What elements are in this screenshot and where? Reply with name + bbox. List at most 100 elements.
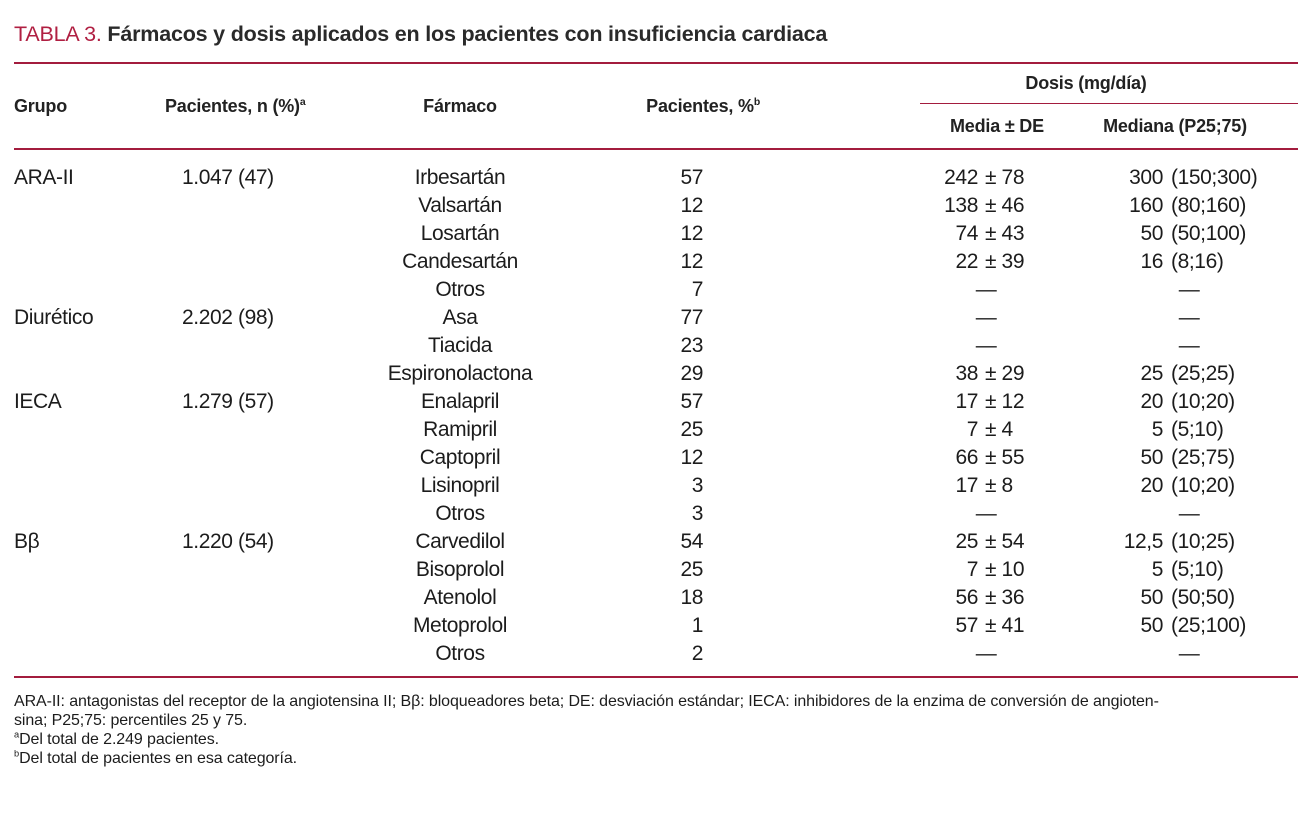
dose-value-left: 50: [1140, 222, 1163, 245]
dose-value-right: ± 12: [985, 390, 1025, 413]
cell-grupo: IECA: [14, 390, 62, 413]
header-pacientes-n: Pacientes, n (%)a: [154, 64, 350, 148]
dose-value-left: 160: [1129, 194, 1163, 217]
dose-value-left: 38: [955, 362, 978, 385]
footnote-line: ARA-II: antagonistas del receptor de la …: [14, 693, 1159, 710]
dose-value-right: (25;100): [1171, 614, 1247, 637]
dose-value-left: 17: [955, 474, 978, 497]
dose-value-right: ± 46: [985, 194, 1025, 217]
dose-value-left: 300: [1129, 166, 1163, 189]
dose-value-right: ± 36: [985, 586, 1025, 609]
dose-value-right: ± 39: [985, 250, 1025, 273]
footnote-line: sina; P25;75: percentiles 25 y 75.: [14, 712, 248, 729]
dose-value-left: 25: [955, 530, 978, 553]
table-footnotes: ARA-II: antagonistas del receptor de la …: [14, 692, 1298, 768]
cell-mediana-dosis: —: [1178, 502, 1200, 525]
cell-media-dosis: 7 ± 4: [920, 418, 1052, 442]
cell-media-dosis: 56 ± 36: [920, 586, 1052, 610]
dose-value-left: 20: [1140, 474, 1163, 497]
cell-grupo: Bβ: [14, 530, 40, 553]
table-row: Ramipril 25 7 ± 4 5 (5;10): [14, 416, 1298, 444]
cell-mediana-dosis: —: [1178, 642, 1200, 665]
cell-mediana-dosis: 12,5 (10;25): [1052, 530, 1298, 554]
cell-media-dosis: 57 ± 41: [920, 614, 1052, 638]
dose-value-left: 22: [955, 250, 978, 273]
cell-farmaco: Tiacida: [427, 334, 493, 357]
cell-media-dosis: 17 ± 12: [920, 390, 1052, 414]
cell-mediana-dosis: 160 (80;160): [1052, 194, 1298, 218]
dose-value-right: ± 41: [985, 614, 1025, 637]
table-header: Grupo Pacientes, n (%)a Fármaco Paciente…: [14, 64, 1298, 150]
cell-farmaco: Atenolol: [423, 586, 497, 609]
cell-media-dosis: —: [975, 502, 997, 525]
cell-pacientes-pct: 3: [691, 474, 704, 497]
cell-mediana-dosis: 50 (50;100): [1052, 222, 1298, 246]
table-row: IECA 1.279 (57) Enalapril 57 17 ± 12 20 (10;20): [14, 388, 1298, 416]
cell-mediana-dosis: 300 (150;300): [1052, 166, 1298, 190]
header-pacientes-pct: Pacientes, %b: [570, 64, 760, 148]
table-row: Atenolol 18 56 ± 36 50 (50;50): [14, 584, 1298, 612]
footnote-line: bDel total de pacientes en esa categoría…: [14, 748, 298, 767]
dose-value-left: 50: [1140, 586, 1163, 609]
cell-mediana-dosis: 50 (25;100): [1052, 614, 1298, 638]
cell-farmaco: Ramipril: [423, 418, 497, 441]
dose-value-right: (10;25): [1171, 530, 1235, 553]
header-media: Media ± DE: [920, 104, 1052, 148]
table-row: Tiacida 23 — —: [14, 332, 1298, 360]
dose-value-left: 57: [955, 614, 978, 637]
footnote-superscript: a: [14, 729, 20, 740]
table-body: ARA-II 1.047 (47) Irbesartán 57 242 ± 78 300 (1…: [14, 150, 1298, 678]
cell-media-dosis: 66 ± 55: [920, 446, 1052, 470]
dose-value-right: (25;75): [1171, 446, 1235, 469]
dose-value-left: 7: [966, 418, 979, 441]
footnote-line: aDel total de 2.249 pacientes.: [14, 729, 219, 748]
cell-mediana-dosis: 5 (5;10): [1052, 558, 1298, 582]
cell-media-dosis: 138 ± 46: [920, 194, 1052, 218]
dose-value-left: 50: [1140, 446, 1163, 469]
cell-mediana-dosis: —: [1178, 306, 1200, 329]
dose-value-right: ± 10: [985, 558, 1025, 581]
dose-value-right: (80;160): [1171, 194, 1247, 217]
table-row: Lisinopril 3 17 ± 8 20 (10;20): [14, 472, 1298, 500]
table-row: Diurético 2.202 (98) Asa 77 — —: [14, 304, 1298, 332]
header-dosis-group: Dosis (mg/día) Media ± DE Mediana (P25;7…: [920, 64, 1298, 148]
dose-value-right: (10;20): [1171, 390, 1235, 413]
dose-value-left: 17: [955, 390, 978, 413]
dose-value-left: 20: [1140, 390, 1163, 413]
cell-pacientes-n: 1.047 (47): [182, 166, 274, 189]
cell-media-dosis: 17 ± 8: [920, 474, 1052, 498]
cell-farmaco: Candesartán: [402, 250, 518, 273]
table-title-text: Fármacos y dosis aplicados en los pacien…: [107, 22, 828, 46]
header-pacientes-n-label: Pacientes, n (%)a: [165, 95, 306, 116]
header-grupo: Grupo: [14, 64, 154, 148]
cell-pacientes-pct: 57: [680, 166, 703, 189]
header-grupo-label: Grupo: [14, 95, 67, 116]
dose-value-left: 242: [944, 166, 978, 189]
dose-value-right: (5;10): [1171, 558, 1224, 581]
cell-farmaco: Carvedilol: [415, 530, 505, 553]
table-title: TABLA 3. Fármacos y dosis aplicados en l…: [14, 20, 1298, 48]
cell-media-dosis: —: [975, 278, 997, 301]
cell-grupo: Diurético: [14, 306, 94, 329]
cell-mediana-dosis: —: [1178, 278, 1200, 301]
dose-value-left: 138: [944, 194, 978, 217]
cell-mediana-dosis: 20 (10;20): [1052, 474, 1298, 498]
cell-pacientes-pct: 3: [691, 502, 704, 525]
dose-value-right: ± 78: [985, 166, 1025, 189]
dose-value-left: 50: [1140, 614, 1163, 637]
cell-farmaco: Irbesartán: [414, 166, 506, 189]
header-farmaco: Fármaco: [350, 64, 570, 148]
cell-farmaco: Otros: [435, 278, 485, 301]
dose-value-right: (50;50): [1171, 586, 1235, 609]
dose-value-left: 56: [955, 586, 978, 609]
cell-media-dosis: 38 ± 29: [920, 362, 1052, 386]
cell-pacientes-pct: 54: [680, 530, 703, 553]
page: TABLA 3. Fármacos y dosis aplicados en l…: [0, 20, 1312, 820]
dose-value-left: 12,5: [1123, 530, 1164, 553]
dose-value-right: ± 55: [985, 446, 1025, 469]
dose-value-left: 74: [955, 222, 978, 245]
cell-mediana-dosis: 5 (5;10): [1052, 418, 1298, 442]
header-dosis-title: Dosis (mg/día): [920, 64, 1298, 104]
cell-mediana-dosis: 16 (8;16): [1052, 250, 1298, 274]
header-media-label: Media ± DE: [950, 115, 1044, 136]
